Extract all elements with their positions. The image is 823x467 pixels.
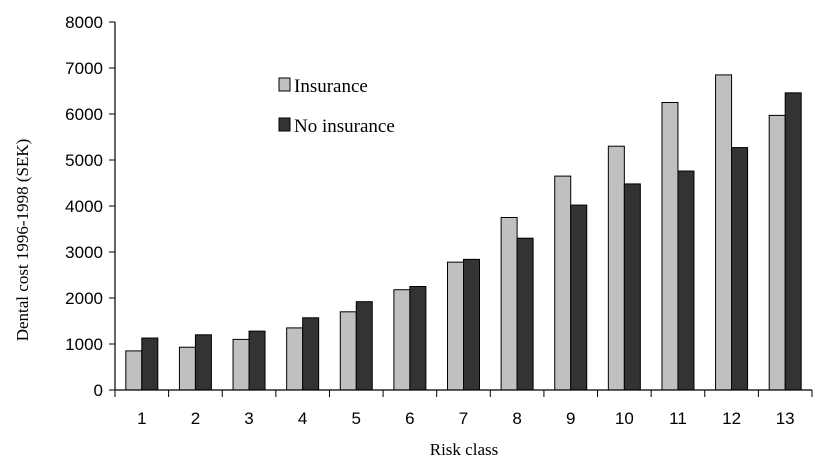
y-tick-label: 3000 [65, 243, 103, 262]
x-tick-label: 13 [776, 409, 795, 428]
bars [125, 74, 802, 391]
x-tick-label: 9 [566, 409, 575, 428]
x-axis-title: Risk class [430, 440, 498, 459]
y-tick-label: 4000 [65, 197, 103, 216]
x-tick-label: 7 [459, 409, 468, 428]
x-tick-label: 8 [512, 409, 521, 428]
x-tick-label: 1 [137, 409, 146, 428]
x-tick-label: 2 [191, 409, 200, 428]
x-tick-label: 4 [298, 409, 307, 428]
bar-no-insurance-5 [355, 301, 373, 391]
bar-insurance-10 [607, 145, 625, 391]
bar-no-insurance-3 [248, 330, 266, 391]
y-tick-label: 8000 [65, 13, 103, 32]
bar-insurance-9 [554, 175, 572, 391]
bar-no-insurance-4 [302, 317, 320, 391]
bar-no-insurance-11 [677, 170, 695, 391]
bar-no-insurance-12 [731, 147, 749, 391]
y-tick-label: 5000 [65, 151, 103, 170]
y-tick-label: 0 [94, 381, 103, 400]
bar-no-insurance-9 [570, 204, 588, 391]
x-tick-label: 5 [352, 409, 361, 428]
bar-insurance-12 [715, 74, 733, 391]
y-tick-label: 2000 [65, 289, 103, 308]
bar-insurance-13 [768, 114, 786, 391]
bar-insurance-4 [286, 327, 304, 391]
x-tick-label: 12 [722, 409, 741, 428]
legend: Insurance No insurance [278, 76, 395, 137]
y-axis-title: Dental cost 1996-1998 (SEK) [13, 139, 32, 342]
bar-insurance-1 [125, 350, 143, 391]
bar-no-insurance-7 [463, 258, 480, 391]
legend-label-insurance: Insurance [294, 76, 368, 97]
axes [114, 22, 812, 391]
bar-no-insurance-2 [194, 334, 212, 391]
y-axis-ticks: 0 1000 2000 3000 4000 5000 6000 7000 8000 [65, 13, 115, 400]
y-tick-label: 1000 [65, 335, 103, 354]
legend-label-no-insurance: No insurance [294, 116, 395, 137]
bar-insurance-3 [232, 338, 250, 391]
bar-no-insurance-1 [141, 337, 159, 391]
bar-insurance-2 [178, 346, 196, 391]
bar-no-insurance-8 [516, 237, 534, 391]
y-tick-label: 7000 [65, 59, 103, 78]
bar-no-insurance-10 [623, 183, 641, 391]
bar-insurance-8 [500, 217, 518, 391]
y-tick-label: 6000 [65, 105, 103, 124]
x-axis-ticks: 1 2 3 4 5 6 7 8 9 10 11 12 13 [114, 390, 813, 428]
x-tick-label: 6 [405, 409, 414, 428]
bar-insurance-6 [393, 289, 411, 391]
bar-insurance-11 [661, 102, 679, 391]
bar-insurance-5 [339, 311, 357, 391]
x-tick-label: 11 [669, 409, 687, 428]
bar-no-insurance-13 [784, 92, 802, 391]
legend-swatch-insurance [278, 77, 291, 92]
bar-no-insurance-6 [409, 286, 427, 391]
x-tick-label: 10 [615, 409, 634, 428]
x-tick-label: 3 [244, 409, 253, 428]
bar-insurance-7 [447, 261, 464, 391]
legend-swatch-no-insurance [278, 117, 291, 132]
